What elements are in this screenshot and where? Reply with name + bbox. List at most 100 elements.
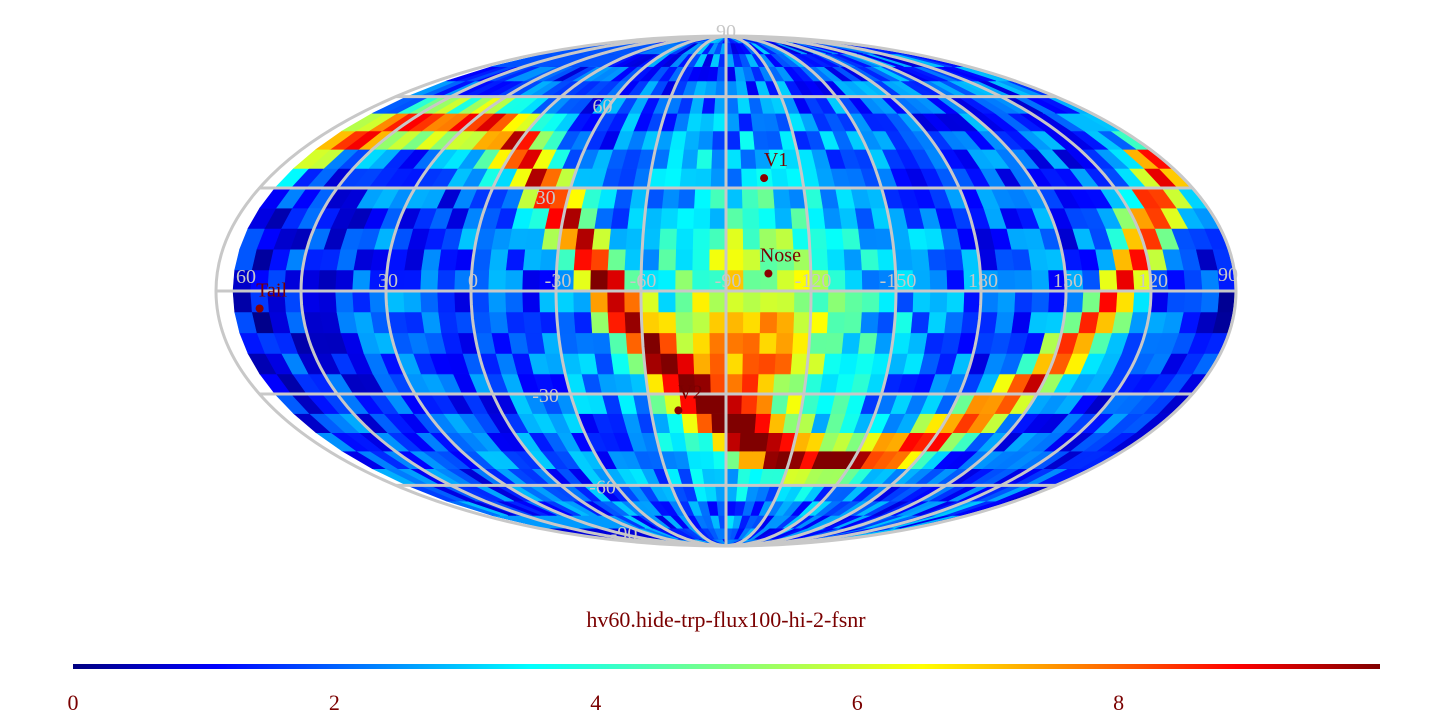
longitude-label: 150 — [1053, 270, 1083, 292]
heatmap-cell — [572, 290, 591, 313]
heatmap-cell — [1200, 269, 1220, 292]
heatmap-cell — [607, 311, 626, 334]
heatmap-cell — [708, 332, 727, 354]
heatmap-cell — [488, 311, 509, 334]
heatmap-cell — [368, 290, 388, 313]
heatmap-cell — [1081, 290, 1101, 313]
colorbar-tick: 2 — [329, 690, 340, 715]
heatmap-cell — [711, 432, 727, 452]
heatmap-cell — [859, 248, 879, 271]
heatmap-cell — [1013, 269, 1033, 292]
heatmap-cell — [709, 373, 727, 395]
heatmap-cell — [699, 113, 715, 132]
heatmap-cell — [861, 269, 880, 292]
heatmap-cell — [742, 311, 761, 334]
heatmap-cell — [895, 290, 914, 313]
heatmap-cell — [725, 353, 743, 375]
heatmap-cell — [1030, 290, 1050, 313]
longitude-label: 60 — [236, 266, 256, 288]
heatmap-cell — [680, 149, 699, 169]
heatmap-cell — [674, 269, 693, 292]
heatmap-cell — [740, 168, 758, 189]
heatmap-cell — [522, 248, 542, 271]
heatmap-cell — [725, 311, 744, 334]
heatmap-cell — [756, 373, 775, 395]
heatmap-cell — [713, 96, 727, 114]
heatmap-cell — [861, 290, 880, 313]
heatmap-cell — [590, 311, 609, 334]
heatmap-cell — [693, 187, 711, 209]
longitude-label: -30 — [545, 270, 572, 292]
latitude-labels: 90 60 30 -30 -60 -90 — [532, 21, 736, 545]
heatmap-cell — [910, 248, 930, 271]
heatmap-cell — [522, 311, 542, 334]
heatmap-cell — [838, 207, 859, 229]
latitude-label: 30 — [536, 187, 556, 209]
heatmap-cell — [962, 290, 982, 313]
heatmap-cell — [334, 269, 354, 292]
heatmap-cell — [663, 168, 682, 189]
heatmap-cell — [857, 332, 878, 354]
heatmap-cell — [878, 290, 897, 313]
heatmap-cell — [996, 269, 1016, 292]
heatmap-cell — [691, 248, 710, 271]
heatmap-cell — [675, 332, 694, 354]
heatmap-cell — [827, 290, 846, 313]
heatmap-cell — [741, 207, 760, 229]
colorbar-ticks: 0 2 4 6 8 — [68, 690, 1125, 715]
heatmap-cell — [979, 290, 999, 313]
heatmap-cell — [737, 113, 753, 132]
heatmap-cell — [676, 353, 695, 375]
heatmap-cell — [453, 290, 473, 313]
heatmap-cell — [1098, 269, 1118, 292]
heatmap-cell — [708, 248, 727, 271]
heatmap-cell — [661, 187, 680, 209]
heatmap-cell — [824, 228, 844, 250]
heatmap-cell — [691, 290, 710, 313]
heatmap-cell — [1027, 311, 1049, 334]
heatmap-cell — [844, 269, 863, 292]
heatmap-cell — [695, 413, 713, 434]
latitude-label: 60 — [593, 96, 613, 118]
heatmap-cell — [607, 248, 626, 271]
heatmap-cell — [725, 96, 739, 114]
heatmap-cell — [437, 311, 459, 334]
heatmap-cell — [317, 269, 337, 292]
heatmap-cell — [725, 432, 741, 452]
heatmap-cell — [791, 332, 811, 354]
heatmap-cell — [488, 248, 509, 271]
heatmap-cell — [714, 80, 727, 97]
heatmap-cell — [691, 269, 710, 292]
heatmap-cell — [1200, 290, 1220, 313]
heatmap-cell — [725, 113, 740, 132]
heatmap-cell — [742, 290, 761, 313]
heatmap-cell — [692, 228, 710, 250]
longitude-label: -120 — [795, 270, 832, 292]
longitude-label: 180 — [968, 270, 998, 292]
heatmap-cell — [773, 353, 793, 375]
longitude-label: -60 — [630, 270, 657, 292]
heatmap-cell — [741, 353, 760, 375]
heatmap-cell — [709, 187, 727, 209]
heatmap-cell — [926, 248, 947, 271]
heatmap-cell — [725, 485, 738, 502]
heatmap-cell — [736, 96, 751, 114]
marker-label: V1 — [764, 149, 788, 171]
latitude-label: 90 — [716, 21, 736, 43]
heatmap-cell — [793, 290, 812, 313]
heatmap-cell — [1030, 269, 1050, 292]
heatmap-cell — [757, 207, 776, 229]
heatmap-cell — [658, 332, 677, 354]
heatmap-cell — [695, 149, 713, 169]
heatmap-cell — [822, 353, 842, 375]
heatmap-cell — [843, 248, 862, 271]
heatmap-cell — [725, 468, 739, 486]
latitude-label: -60 — [589, 476, 616, 498]
heatmap-cell — [844, 290, 863, 313]
heatmap-cell — [504, 290, 524, 313]
heatmap-cell — [420, 311, 442, 334]
heatmap-cell — [712, 450, 727, 470]
heatmap-cell — [737, 450, 753, 470]
heatmap-cell — [1010, 248, 1032, 271]
